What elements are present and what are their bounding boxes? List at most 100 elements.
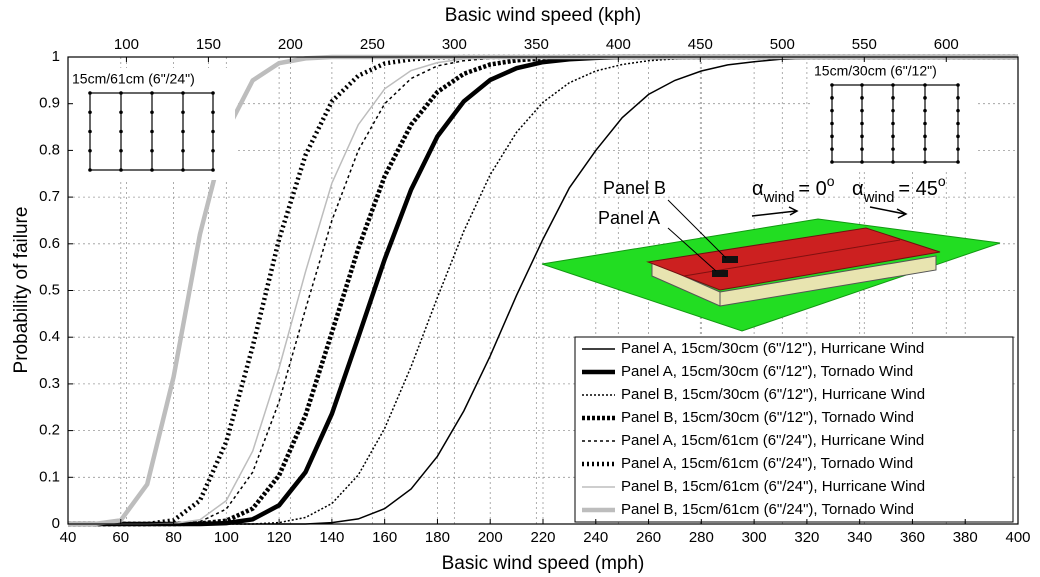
connector-dot (956, 135, 960, 139)
legend-label: Panel B, 15cm/61cm (6"/24"), Hurricane W… (621, 478, 925, 495)
connector-dot (956, 147, 960, 151)
connector-dot (923, 96, 927, 100)
y-tick-label: 0.7 (39, 188, 60, 205)
connector-dot (891, 147, 895, 151)
connector-dot (88, 110, 92, 114)
x2-tick-label: 150 (196, 36, 221, 53)
connector-dot (860, 135, 864, 139)
connector-dot (830, 96, 834, 100)
x-tick-label: 80 (165, 529, 182, 546)
x-tick-label: 360 (900, 529, 925, 546)
connector-dot (891, 83, 895, 87)
connector-dot (181, 110, 185, 114)
x2-tick-label: 250 (360, 36, 385, 53)
x-tick-label: 300 (742, 529, 767, 546)
connector-dot (88, 130, 92, 134)
connector-dot (891, 160, 895, 164)
connector-dot (830, 135, 834, 139)
legend-label: Panel A, 15cm/61cm (6"/24"), Hurricane W… (621, 432, 924, 449)
y-tick-label: 0.3 (39, 375, 60, 392)
x-tick-label: 120 (267, 529, 292, 546)
x-tick-label: 320 (794, 529, 819, 546)
legend-label: Panel B, 15cm/30cm (6"/12"), Hurricane W… (621, 386, 925, 403)
connector-dot (956, 83, 960, 87)
x2-tick-label: 550 (852, 36, 877, 53)
connector-dot (150, 149, 154, 153)
chart: Basic wind speed (kph) Basic wind speed … (0, 0, 1040, 577)
x2-tick-label: 350 (524, 36, 549, 53)
y-tick-label: 0.2 (39, 422, 60, 439)
x2-tick-label: 200 (278, 36, 303, 53)
legend-label: Panel A, 15cm/30cm (6"/12"), Hurricane W… (621, 340, 924, 357)
connector-dot (891, 135, 895, 139)
inset-left: 15cm/61cm (6"/24") (70, 68, 235, 180)
y-tick-label: 1 (52, 48, 60, 65)
x-axis-label: Basic wind speed (mph) (442, 553, 645, 574)
y-tick-label: 0.4 (39, 328, 60, 345)
connector-dot (150, 168, 154, 172)
y-tick-label: 0.8 (39, 141, 60, 158)
x-tick-label: 220 (530, 529, 555, 546)
x2-tick-label: 500 (770, 36, 795, 53)
x-tick-label: 340 (847, 529, 872, 546)
connector-dot (181, 91, 185, 95)
panel-label: Panel A (598, 208, 660, 228)
connector-dot (119, 168, 123, 172)
connector-dot (181, 130, 185, 134)
y-tick-label: 0.6 (39, 235, 60, 252)
symbol: α (852, 178, 864, 200)
connector-dot (860, 122, 864, 126)
connector-dot (956, 160, 960, 164)
connector-dot (88, 149, 92, 153)
connector-dot (830, 147, 834, 151)
connector-dot (150, 130, 154, 134)
panel-label: Panel B (603, 178, 666, 198)
connector-dot (830, 122, 834, 126)
y-axis-label: Probability of failure (11, 207, 32, 374)
connector-dot (830, 160, 834, 164)
x-tick-label: 40 (60, 529, 77, 546)
y-tick-label: 0.9 (39, 95, 60, 112)
connector-dot (88, 91, 92, 95)
x-tick-label: 140 (319, 529, 344, 546)
connector-dot (923, 83, 927, 87)
x-tick-label: 240 (583, 529, 608, 546)
connector-dot (860, 109, 864, 113)
x-tick-label: 280 (689, 529, 714, 546)
connector-dot (211, 130, 215, 134)
x2-tick-label: 600 (934, 36, 959, 53)
connector-dot (211, 91, 215, 95)
connector-dot (150, 110, 154, 114)
x-tick-label: 260 (636, 529, 661, 546)
connector-dot (923, 147, 927, 151)
x-tick-label: 380 (953, 529, 978, 546)
subscript: wind (863, 189, 895, 206)
x-tick-label: 100 (214, 529, 239, 546)
connector-dot (956, 109, 960, 113)
legend-label: Panel A, 15cm/30cm (6"/12"), Tornado Win… (621, 363, 913, 380)
connector-dot (860, 147, 864, 151)
connector-dot (119, 149, 123, 153)
connector-dot (119, 91, 123, 95)
connector-dot (119, 110, 123, 114)
connector-dot (211, 168, 215, 172)
text: = 45 (898, 178, 937, 200)
x2-tick-label: 400 (606, 36, 631, 53)
inset-title: 15cm/61cm (6"/24") (72, 71, 195, 87)
superscript: o (827, 173, 835, 189)
connector-dot (830, 83, 834, 87)
connector-dot (891, 96, 895, 100)
connector-dot (956, 96, 960, 100)
y-tick-label: 0.5 (39, 281, 60, 298)
connector-dot (119, 130, 123, 134)
connector-dot (860, 160, 864, 164)
x2-tick-label: 300 (442, 36, 467, 53)
legend-label: Panel A, 15cm/61cm (6"/24"), Tornado Win… (621, 455, 913, 472)
connector-dot (860, 96, 864, 100)
connector-dot (923, 122, 927, 126)
y-tick-label: 0.1 (39, 468, 60, 485)
x-tick-label: 60 (112, 529, 129, 546)
x2-tick-label: 100 (114, 36, 139, 53)
connector-dot (860, 83, 864, 87)
connector-dot (88, 168, 92, 172)
